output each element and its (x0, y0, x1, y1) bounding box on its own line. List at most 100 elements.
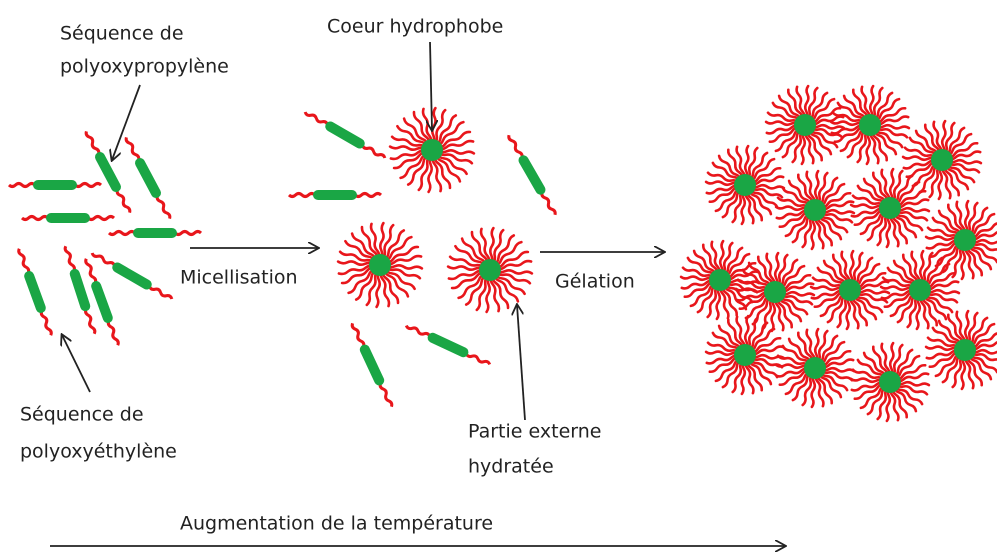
corona-arm (945, 162, 976, 184)
micelle-core (709, 269, 731, 291)
corona-arm (770, 296, 777, 333)
corona-arm (934, 242, 962, 268)
corona-arm (680, 279, 716, 290)
corona-arm (706, 341, 741, 355)
corona-arm (711, 331, 742, 353)
corona-arm (704, 350, 741, 357)
corona-arm (805, 170, 816, 206)
corona-arm (731, 189, 745, 224)
corona-arm (795, 85, 806, 121)
corona-arm (808, 97, 836, 123)
corona-arm (856, 184, 887, 206)
corona-arm (706, 171, 741, 185)
corona-arm (747, 358, 773, 386)
corona-arm (905, 161, 938, 179)
micelle (809, 249, 891, 331)
corona-label: hydratée (468, 456, 554, 478)
corona-arm (774, 127, 802, 153)
corona-arm (892, 348, 914, 379)
corona-arm (815, 171, 829, 206)
corona-arm (710, 240, 721, 276)
corona-arm (871, 345, 889, 378)
corona-arm (717, 324, 743, 352)
corona-arm (963, 309, 970, 346)
corona-arm (749, 183, 786, 190)
corona-arm (856, 358, 887, 380)
corona-arm (850, 251, 864, 286)
ppo-block (133, 228, 177, 238)
corona-arm (894, 380, 931, 387)
peo-tail (17, 248, 31, 274)
corona-arm (960, 244, 967, 281)
corona-arm (692, 249, 718, 277)
peo-tail (90, 252, 117, 267)
corona-arm (446, 265, 486, 271)
ppo-block (95, 151, 121, 193)
corona-arm (964, 244, 975, 280)
corona-arm (464, 273, 488, 306)
corona-arm (943, 164, 961, 197)
corona-arm (435, 152, 468, 176)
corona-arm (744, 294, 772, 320)
corona-arm (494, 269, 534, 275)
corona-arm (903, 146, 938, 160)
corona-arm (840, 250, 851, 286)
micelle (924, 309, 997, 391)
corona-arm (931, 216, 962, 238)
corona-arm (894, 206, 931, 213)
corona-arm (781, 128, 803, 159)
corona-arm (969, 222, 997, 239)
corona-arm (923, 292, 954, 314)
corona-arm (493, 240, 523, 268)
corona-arm (925, 239, 961, 250)
micelle (774, 169, 856, 251)
peo-tail (84, 130, 101, 155)
corona-arm (868, 84, 875, 121)
corona-arm (946, 203, 964, 236)
corona-arm (894, 198, 930, 209)
corona-arm (434, 114, 458, 147)
corona-arm (791, 213, 813, 244)
corona-arm (781, 186, 812, 208)
corona-arm (774, 296, 785, 332)
corona-label: Partie externe (468, 421, 601, 443)
corona-arm (740, 189, 747, 226)
unimer (63, 245, 97, 335)
corona-arm (829, 120, 866, 127)
corona-arm (966, 354, 984, 387)
corona-arm (894, 363, 927, 381)
corona-arm (765, 252, 776, 288)
corona-arm (850, 207, 886, 218)
corona-arm (775, 209, 811, 220)
corona-arm (491, 274, 510, 310)
corona-arm (880, 168, 891, 204)
corona-arm (775, 367, 811, 378)
peo-label: Séquence de (20, 404, 144, 426)
corona-arm (719, 284, 730, 320)
corona-arm (447, 269, 486, 281)
corona-arm (704, 180, 741, 187)
corona-arm (818, 212, 849, 234)
ppo-label: Séquence de (60, 23, 184, 45)
corona-arm (926, 226, 961, 240)
peo-tail (124, 136, 141, 161)
corona-arm (880, 289, 916, 300)
corona-arm (336, 260, 376, 266)
corona-arm (849, 203, 886, 210)
corona-arm (922, 256, 944, 287)
micelle-core (954, 229, 976, 251)
corona-arm (894, 208, 929, 222)
corona-arm (819, 368, 854, 382)
corona-arm (808, 127, 839, 149)
peo-arrow (62, 335, 91, 393)
corona-arm (901, 155, 938, 162)
corona-arm (879, 285, 916, 292)
corona-arm (901, 253, 919, 286)
corona-arm (807, 128, 833, 156)
corona-arm (774, 363, 811, 370)
corona-arm (392, 151, 428, 170)
corona-arm (892, 385, 918, 413)
corona-arm (701, 243, 719, 276)
corona-arm (711, 161, 742, 183)
